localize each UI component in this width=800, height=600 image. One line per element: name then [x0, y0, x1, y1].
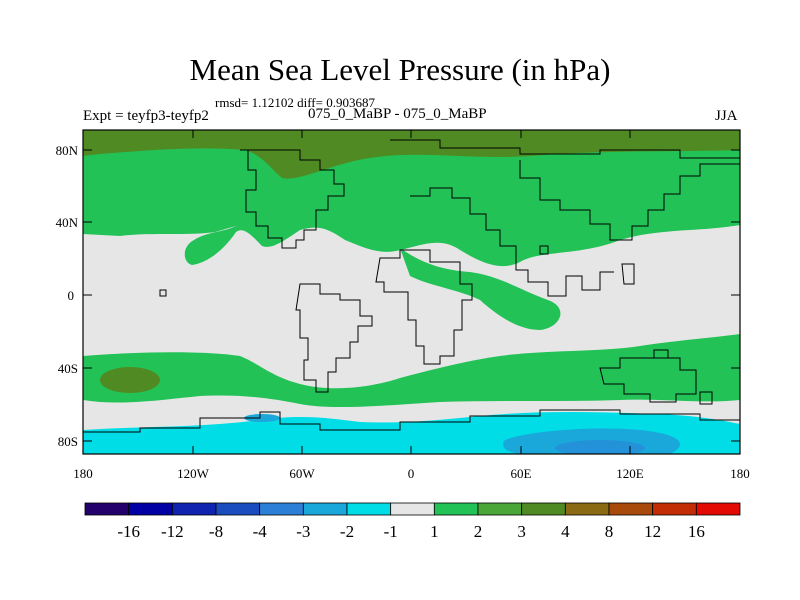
map-field	[83, 130, 740, 454]
colorbar-label: -16	[117, 522, 140, 541]
stats-label: rmsd= 1.12102 diff= 0.903687	[215, 95, 375, 110]
colorbar-swatch	[215, 502, 261, 516]
field-green-tropics	[400, 248, 561, 330]
colorbar-label: -12	[161, 522, 184, 541]
lat-label: 40N	[56, 215, 79, 230]
field-blue-patch	[244, 414, 280, 422]
lon-ticks	[82, 130, 741, 454]
lon-label: 180	[73, 466, 93, 481]
colorbar-swatch	[84, 502, 130, 516]
colorbar-swatch	[695, 502, 741, 516]
colorbar-label: 8	[605, 522, 614, 541]
field-blue-core	[555, 440, 645, 454]
lon-label: 60W	[289, 466, 315, 481]
field-green-north	[83, 130, 740, 267]
colorbar-label: 12	[644, 522, 661, 541]
coastlines	[83, 139, 740, 433]
colorbar-swatch	[346, 502, 392, 516]
lat-ticks	[83, 149, 740, 442]
lon-label: 180	[730, 466, 750, 481]
colorbar-swatch	[390, 502, 435, 516]
colorbar-swatch	[259, 502, 304, 516]
colorbar-label: -3	[296, 522, 310, 541]
lon-label: 0	[408, 466, 415, 481]
colorbar-swatch	[171, 502, 217, 516]
colorbar-swatch	[608, 502, 654, 516]
field-olive-south	[100, 367, 160, 393]
lat-label: 80N	[56, 143, 79, 158]
colorbar-swatch	[564, 502, 610, 516]
colorbar-swatch	[128, 502, 173, 516]
colorbar-label: -8	[209, 522, 223, 541]
period-label: 075_0_MaBP - 075_0_MaBP	[308, 106, 487, 122]
field-olive-north	[83, 130, 740, 179]
lat-label: 40S	[58, 361, 78, 376]
lat-label: 80S	[58, 434, 78, 449]
chart-title: Mean Sea Level Pressure (in hPa)	[189, 52, 611, 87]
lon-label: 60E	[511, 466, 532, 481]
colorbar: -16 -12 -8 -4 -3 -2 -1 1 2 3 4 8 12 16	[84, 502, 741, 541]
colorbar-label: -4	[253, 522, 268, 541]
lon-label: 120W	[177, 466, 210, 481]
colorbar-swatch	[302, 502, 348, 516]
colorbar-swatch	[477, 502, 523, 516]
colorbar-label: 16	[688, 522, 705, 541]
colorbar-label: -2	[340, 522, 354, 541]
season-label: JJA	[715, 108, 738, 124]
colorbar-label: -1	[384, 522, 398, 541]
experiment-label: Expt = teyfp3-teyfp2	[83, 108, 209, 124]
lat-label: 0	[68, 288, 75, 303]
colorbar-swatch	[652, 502, 697, 516]
lon-label: 120E	[616, 466, 644, 481]
colorbar-label: 1	[430, 522, 439, 541]
field-green-south	[83, 334, 740, 408]
colorbar-label: 2	[474, 522, 483, 541]
colorbar-label: 3	[517, 522, 526, 541]
colorbar-swatch	[521, 502, 566, 516]
colorbar-label: 4	[561, 522, 570, 541]
colorbar-swatch	[433, 502, 479, 516]
